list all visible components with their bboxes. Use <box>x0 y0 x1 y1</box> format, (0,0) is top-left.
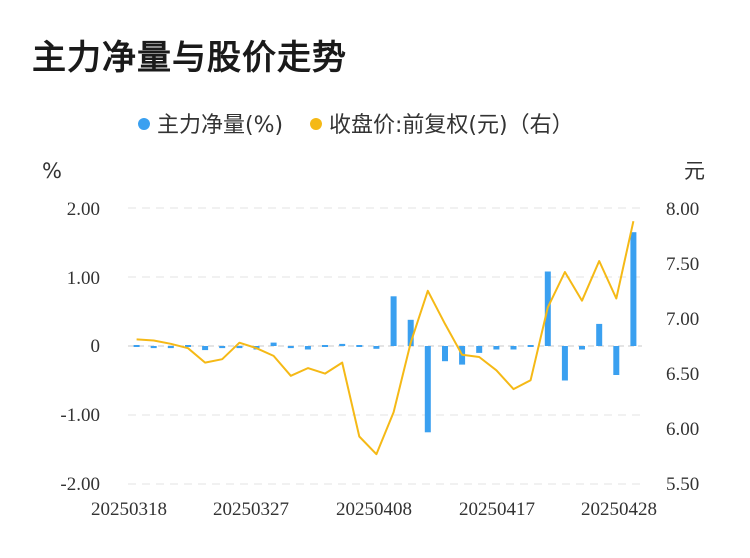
net-flow-bar <box>202 346 209 351</box>
legend-marker-net-flow <box>138 118 150 130</box>
left-axis-unit: % <box>42 159 62 183</box>
net-flow-bar <box>510 346 517 350</box>
gridlines <box>128 207 642 485</box>
net-flow-bar <box>424 346 431 433</box>
x-axis-ticks: 20250318 20250327 20250408 20250417 2025… <box>91 499 657 520</box>
net-flow-bar <box>304 346 311 350</box>
legend-label-net-flow: 主力净量(%) <box>157 113 283 138</box>
x-tick-label: 20250327 <box>213 499 289 520</box>
right-tick-label: 5.50 <box>666 474 699 495</box>
net-flow-bar <box>185 345 191 347</box>
net-flow-bar <box>236 346 243 349</box>
left-tick-label: -2.00 <box>60 474 100 495</box>
net-flow-bars <box>133 232 637 433</box>
net-flow-bar <box>493 346 500 350</box>
left-tick-label: 0 <box>91 336 101 357</box>
net-flow-bar <box>373 346 380 349</box>
chart-title: 主力净量与股价走势 <box>32 38 347 78</box>
right-tick-label: 7.00 <box>666 309 699 330</box>
net-flow-bar <box>476 346 483 353</box>
left-tick-label: 1.00 <box>67 268 100 289</box>
net-flow-bar <box>527 345 534 347</box>
net-flow-bar <box>579 346 585 350</box>
right-tick-label: 6.50 <box>666 364 699 385</box>
net-flow-bar <box>150 346 157 349</box>
net-flow-bar <box>613 346 620 375</box>
x-tick-label: 20250417 <box>459 499 535 520</box>
right-tick-label: 6.00 <box>666 419 699 440</box>
left-axis-ticks: 2.00 1.00 0 -1.00 -2.00 <box>60 199 100 495</box>
right-tick-label: 8.00 <box>666 199 699 220</box>
net-flow-bar <box>133 345 140 347</box>
left-tick-label: 2.00 <box>67 199 100 220</box>
x-tick-label: 20250428 <box>581 499 657 520</box>
net-flow-bar <box>322 345 328 347</box>
x-tick-label: 20250408 <box>336 499 412 520</box>
net-flow-bar <box>561 346 568 381</box>
x-tick-label: 20250318 <box>91 499 167 520</box>
close-price-line <box>136 220 635 456</box>
net-flow-bar <box>339 343 346 346</box>
legend-marker-close-price <box>310 118 322 130</box>
net-flow-bar <box>167 346 174 349</box>
net-flow-bar <box>442 346 448 362</box>
net-flow-bar <box>630 232 637 346</box>
right-axis-unit: 元 <box>684 159 705 183</box>
net-flow-bar <box>270 342 277 346</box>
left-tick-label: -1.00 <box>60 405 100 426</box>
net-flow-bar <box>287 346 294 349</box>
net-flow-bar <box>596 323 603 346</box>
right-axis-ticks: 8.00 7.50 7.00 6.50 6.00 5.50 <box>666 199 699 495</box>
net-flow-bar <box>407 319 414 346</box>
net-flow-bar <box>390 296 397 346</box>
legend: 主力净量(%) 收盘价:前复权(元)（右） <box>138 113 574 138</box>
net-flow-bar <box>356 345 363 347</box>
right-tick-label: 7.50 <box>666 254 699 275</box>
legend-label-close-price: 收盘价:前复权(元)（右） <box>329 113 574 138</box>
net-flow-bar <box>219 346 226 349</box>
